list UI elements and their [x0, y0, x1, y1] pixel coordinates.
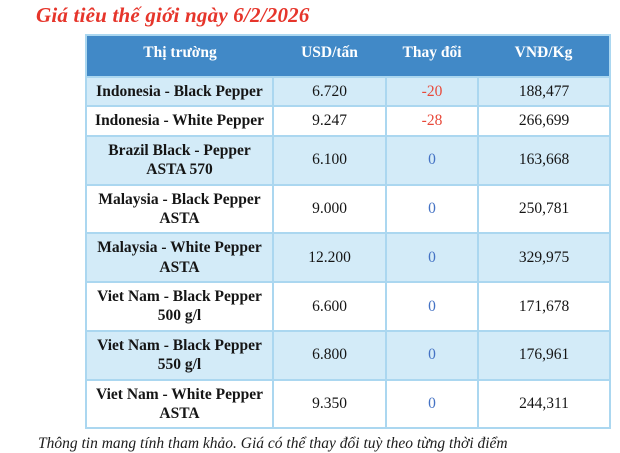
market-cell: Malaysia - Black Pepper ASTA [85, 183, 274, 235]
column-header: Thay đổi [386, 35, 478, 77]
usd-cell: 6.720 [272, 75, 387, 108]
usd-cell: 12.200 [272, 232, 387, 283]
change-cell: -28 [385, 105, 479, 137]
table-row: Malaysia - White Pepper ASTA 12.200 0 329,9… [85, 232, 611, 283]
change-cell: 0 [385, 281, 479, 332]
table-row: Viet Nam - Black Pepper 500 g/l 6.600 0 171… [85, 281, 611, 332]
market-cell: Indonesia - Black Pepper [85, 75, 274, 108]
change-cell: 0 [385, 134, 479, 186]
price-table: Thị trường USD/tấn Thay đổi VNĐ/Kg Indonesi… [85, 34, 611, 430]
column-header: Thị trường [86, 35, 273, 77]
table-row: Viet Nam - Black Pepper 550 g/l 6.800 0 176… [85, 329, 611, 381]
table-header-row: Thị trường USD/tấn Thay đổi VNĐ/Kg [86, 35, 610, 77]
market-cell: Brazil Black - Pepper ASTA 570 [85, 134, 274, 186]
usd-cell: 6.600 [272, 281, 387, 332]
change-cell: -20 [385, 75, 479, 108]
change-cell: 0 [385, 378, 479, 430]
vnd-cell: 171,678 [477, 281, 611, 332]
change-cell: 0 [385, 232, 479, 283]
usd-cell: 6.800 [272, 329, 387, 381]
change-cell: 0 [385, 183, 479, 235]
table-body: Indonesia - Black Pepper 6.720 -20 188,477 I… [85, 75, 611, 430]
vnd-cell: 163,668 [477, 134, 611, 186]
column-header: USD/tấn [273, 35, 386, 77]
usd-cell: 9.350 [272, 378, 387, 430]
vnd-cell: 329,975 [477, 232, 611, 283]
column-header: VNĐ/Kg [478, 35, 610, 77]
table-row: Indonesia - White Pepper 9.247 -28 266,699 [85, 105, 611, 137]
market-cell: Viet Nam - Black Pepper 550 g/l [85, 329, 274, 381]
usd-cell: 6.100 [272, 134, 387, 186]
vnd-cell: 244,311 [477, 378, 611, 430]
market-cell: Viet Nam - Black Pepper 500 g/l [85, 281, 274, 332]
usd-cell: 9.247 [272, 105, 387, 137]
vnd-cell: 188,477 [477, 75, 611, 108]
table-header: Thị trường USD/tấn Thay đổi VNĐ/Kg [86, 35, 610, 77]
table-row: Viet Nam - White Pepper ASTA 9.350 0 244,31… [85, 378, 611, 430]
usd-cell: 9.000 [272, 183, 387, 235]
table-row: Malaysia - Black Pepper ASTA 9.000 0 250,78… [85, 183, 611, 235]
vnd-cell: 176,961 [477, 329, 611, 381]
market-cell: Malaysia - White Pepper ASTA [85, 232, 274, 283]
footer-note: Thông tin mang tính tham khảo. Giá có th… [38, 435, 508, 453]
vnd-cell: 250,781 [477, 183, 611, 235]
table-row: Brazil Black - Pepper ASTA 570 6.100 0 163,… [85, 134, 611, 186]
market-cell: Viet Nam - White Pepper ASTA [85, 378, 274, 430]
vnd-cell: 266,699 [477, 105, 611, 137]
change-cell: 0 [385, 329, 479, 381]
page-title: Giá tiêu thế giới ngày 6/2/2026 [36, 3, 310, 27]
market-cell: Indonesia - White Pepper [85, 105, 274, 137]
table-row: Indonesia - Black Pepper 6.720 -20 188,477 [85, 75, 611, 108]
